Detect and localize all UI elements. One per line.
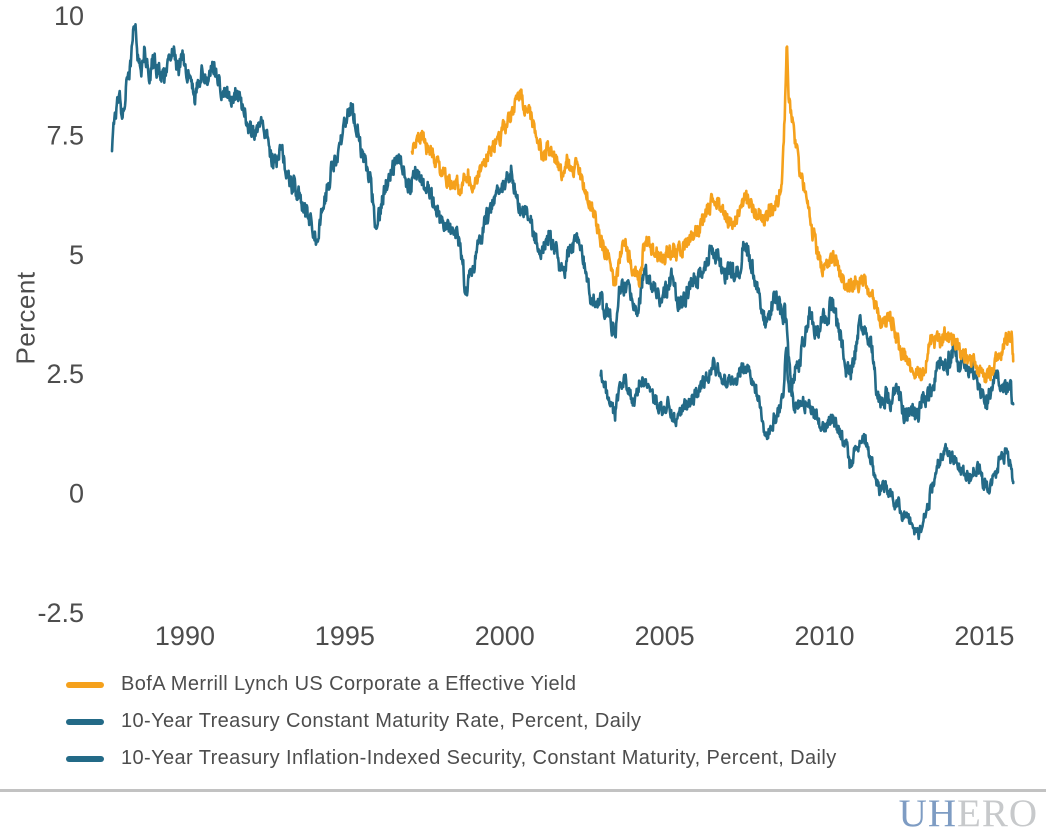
y-tick-label: 10: [54, 1, 84, 31]
legend-swatch-treasury: [66, 718, 104, 725]
y-tick-label: -2.5: [37, 598, 84, 628]
uhero-logo: UHERO: [899, 794, 1038, 834]
legend-label: BofA Merrill Lynch US Corporate a Effect…: [121, 673, 577, 695]
chart-legend: BofA Merrill Lynch US Corporate a Effect…: [66, 666, 837, 777]
uhero-logo-uh: UH: [898, 792, 957, 835]
y-tick-label: 7.5: [46, 120, 84, 150]
y-tick-label: 0: [69, 479, 84, 509]
series-line-treasury-10y-tips: [599, 346, 1015, 541]
legend-item: 10-Year Treasury Inflation-Indexed Secur…: [66, 740, 837, 777]
series-line-corporate-a-effective-yield: [410, 45, 1015, 384]
y-tick-label: 5: [69, 240, 84, 270]
y-tick-label: 2.5: [46, 359, 84, 389]
y-axis-title: Percent: [10, 271, 41, 365]
footer-divider: [0, 789, 1046, 792]
legend-item: 10-Year Treasury Constant Maturity Rate,…: [66, 703, 837, 740]
legend-label: 10-Year Treasury Inflation-Indexed Secur…: [121, 747, 837, 769]
uhero-logo-ero: ERO: [957, 792, 1038, 835]
x-tick-label: 1995: [315, 621, 375, 651]
legend-label: 10-Year Treasury Constant Maturity Rate,…: [121, 710, 642, 732]
series-line-treasury-10y-cmt: [110, 22, 1015, 425]
legend-swatch-corporate: [66, 681, 104, 688]
x-tick-label: 2000: [475, 621, 535, 651]
legend-swatch-tips: [66, 755, 104, 762]
x-tick-label: 2010: [794, 621, 854, 651]
x-tick-label: 2015: [954, 621, 1014, 651]
x-tick-label: 2005: [635, 621, 695, 651]
x-tick-label: 1990: [155, 621, 215, 651]
legend-item: BofA Merrill Lynch US Corporate a Effect…: [66, 666, 837, 703]
